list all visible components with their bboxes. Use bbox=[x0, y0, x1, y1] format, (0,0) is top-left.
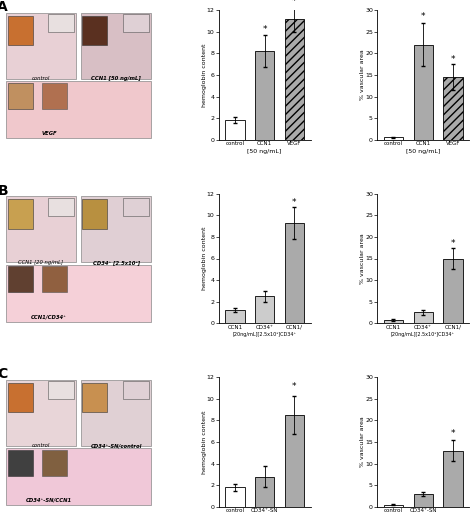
Y-axis label: % vascular area: % vascular area bbox=[360, 417, 365, 467]
Bar bbox=[285, 415, 304, 507]
Bar bbox=[42, 266, 67, 292]
Bar bbox=[384, 320, 403, 323]
Bar bbox=[443, 451, 463, 507]
Bar bbox=[384, 505, 403, 507]
Bar bbox=[443, 258, 463, 323]
Bar bbox=[413, 312, 433, 323]
Bar bbox=[82, 383, 107, 413]
Text: *: * bbox=[263, 25, 267, 34]
Bar bbox=[6, 13, 76, 79]
Y-axis label: % vascular area: % vascular area bbox=[360, 50, 365, 100]
Bar bbox=[123, 197, 149, 216]
Bar bbox=[81, 380, 151, 446]
Text: *: * bbox=[451, 239, 455, 248]
Text: *: * bbox=[451, 429, 455, 438]
Bar bbox=[47, 197, 74, 216]
Text: CD34⁺-SN/CCN1: CD34⁺-SN/CCN1 bbox=[26, 498, 72, 503]
Text: CCN1/CD34⁺: CCN1/CD34⁺ bbox=[31, 314, 67, 319]
Text: *: * bbox=[292, 382, 297, 390]
X-axis label: [20ng/mL][2.5x10⁵]CD34⁺: [20ng/mL][2.5x10⁵]CD34⁺ bbox=[233, 332, 297, 337]
Bar bbox=[225, 310, 245, 323]
Bar bbox=[42, 450, 67, 476]
Text: A: A bbox=[0, 0, 8, 14]
X-axis label: [50 ng/mL]: [50 ng/mL] bbox=[247, 149, 282, 154]
Text: *: * bbox=[421, 12, 426, 21]
Bar bbox=[42, 83, 67, 109]
Text: VEGF: VEGF bbox=[41, 131, 57, 136]
Bar bbox=[8, 83, 33, 109]
Text: C: C bbox=[0, 367, 8, 381]
Bar bbox=[6, 196, 76, 263]
Bar bbox=[225, 487, 245, 507]
Bar bbox=[8, 450, 33, 476]
Bar bbox=[82, 16, 107, 45]
Text: control: control bbox=[32, 444, 50, 448]
Bar bbox=[255, 477, 274, 507]
Bar bbox=[47, 382, 74, 399]
Text: CCN1 [20 ng/mL]: CCN1 [20 ng/mL] bbox=[18, 260, 64, 265]
Bar bbox=[443, 77, 463, 140]
Bar bbox=[8, 199, 33, 229]
Bar bbox=[8, 383, 33, 413]
Bar bbox=[123, 382, 149, 399]
Bar bbox=[81, 13, 151, 79]
Text: *: * bbox=[292, 198, 297, 207]
Bar bbox=[6, 81, 151, 139]
Y-axis label: hemoglobin content: hemoglobin content bbox=[202, 227, 207, 290]
Y-axis label: hemoglobin content: hemoglobin content bbox=[202, 43, 207, 107]
Bar bbox=[6, 380, 76, 446]
Bar bbox=[47, 14, 74, 33]
Y-axis label: hemoglobin content: hemoglobin content bbox=[202, 410, 207, 474]
Bar bbox=[285, 223, 304, 323]
Bar bbox=[413, 494, 433, 507]
Text: CCN1 [50 ng/mL]: CCN1 [50 ng/mL] bbox=[91, 77, 141, 81]
Bar bbox=[285, 19, 304, 140]
X-axis label: [50 ng/mL]: [50 ng/mL] bbox=[406, 149, 440, 154]
Text: B: B bbox=[0, 184, 8, 197]
Bar bbox=[6, 448, 151, 506]
Bar bbox=[82, 199, 107, 229]
Bar bbox=[123, 14, 149, 33]
Bar bbox=[384, 138, 403, 140]
Bar bbox=[81, 196, 151, 263]
Text: *: * bbox=[451, 55, 455, 65]
Bar bbox=[413, 45, 433, 140]
Text: CD34⁺-SN/control: CD34⁺-SN/control bbox=[91, 444, 142, 448]
Bar bbox=[225, 120, 245, 140]
Text: CD34⁺ [2.5x10⁵]: CD34⁺ [2.5x10⁵] bbox=[92, 260, 139, 265]
Text: *: * bbox=[292, 0, 297, 6]
Text: control: control bbox=[32, 77, 50, 81]
Bar bbox=[8, 16, 33, 45]
Bar bbox=[255, 51, 274, 140]
Bar bbox=[6, 265, 151, 322]
X-axis label: [20ng/mL][2.5x10⁵]CD34⁺: [20ng/mL][2.5x10⁵]CD34⁺ bbox=[391, 332, 455, 337]
Bar bbox=[255, 296, 274, 323]
Y-axis label: % vascular area: % vascular area bbox=[360, 233, 365, 284]
Bar bbox=[8, 266, 33, 292]
